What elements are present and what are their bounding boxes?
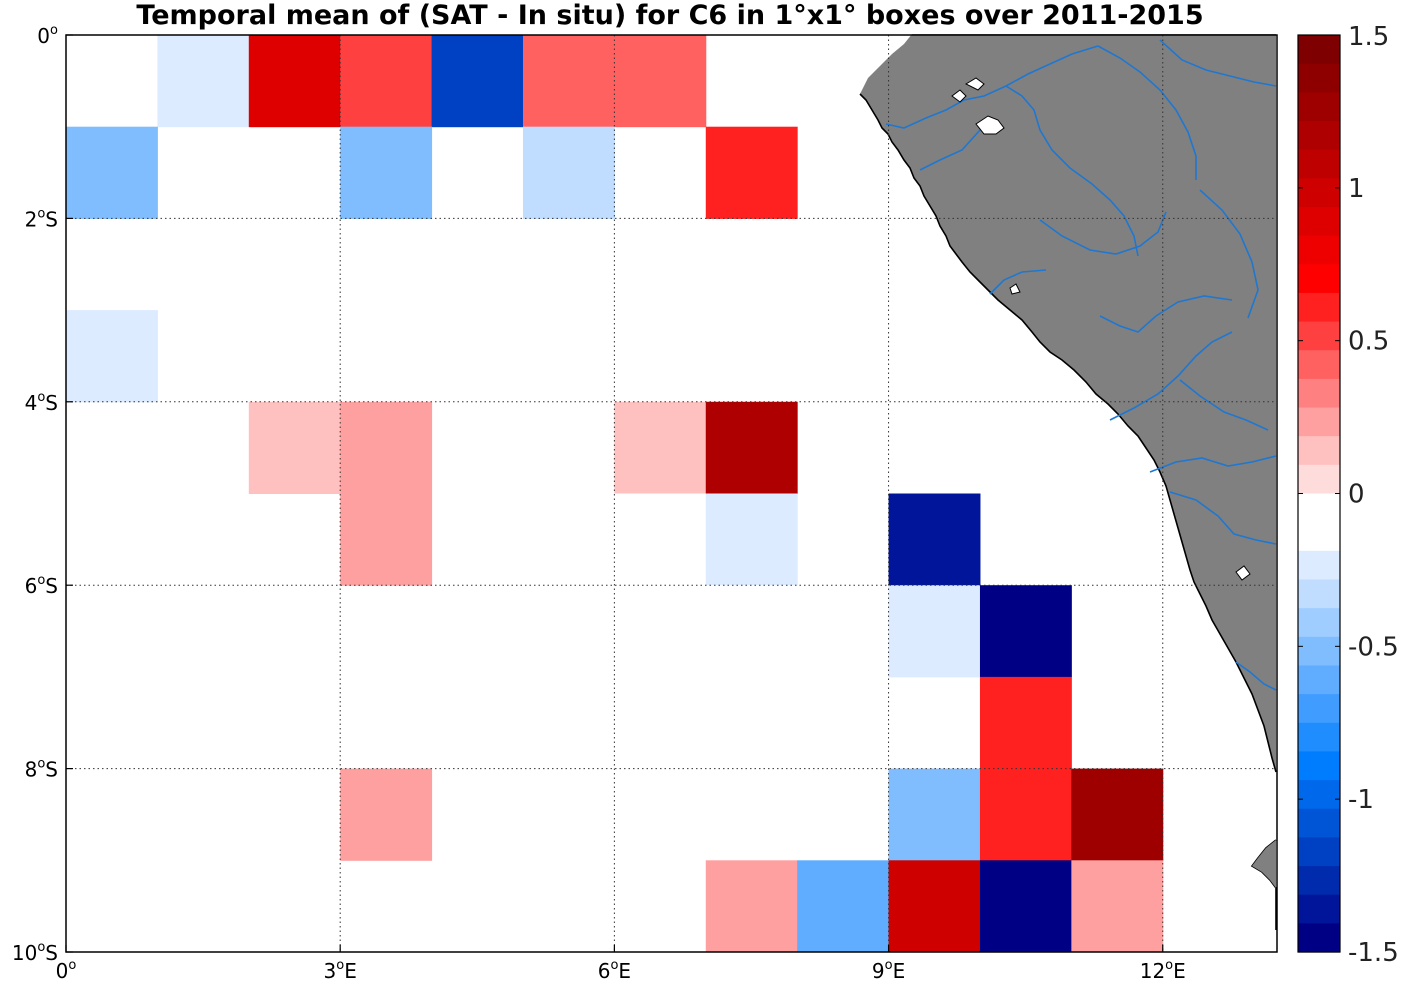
colorbar-swatch	[1298, 866, 1340, 896]
data-cell	[797, 860, 890, 953]
colorbar-swatch	[1298, 120, 1340, 151]
map-title: Temporal mean of (SAT - In situ) for C6 …	[136, 0, 1204, 31]
data-cell	[888, 768, 981, 861]
x-tick-label: 0o	[56, 958, 77, 983]
y-tick-label: 0o	[37, 23, 58, 48]
data-cell	[1071, 860, 1164, 953]
colorbar-swatch	[1298, 808, 1340, 838]
data-cell	[705, 126, 798, 219]
data-cell	[979, 676, 1072, 770]
data-cell	[705, 860, 798, 953]
colorbar-swatch	[1298, 92, 1340, 122]
grid-lines	[66, 35, 1277, 952]
data-cells	[66, 35, 1164, 953]
colorbar-swatch	[1298, 350, 1340, 380]
data-cell	[614, 493, 707, 586]
colorbar-swatch	[1298, 522, 1340, 552]
colorbar-swatch	[1298, 378, 1340, 409]
colorbar-swatch	[1298, 206, 1340, 237]
plot-frame	[65, 34, 1278, 953]
y-tick-label: 10oS	[12, 940, 58, 965]
colorbar-tick-label: -0.5	[1348, 632, 1399, 662]
data-cell	[522, 126, 615, 219]
colorbar-swatch	[1298, 894, 1340, 924]
colorbar-swatch	[1298, 292, 1340, 323]
colorbar-tick-label: -1	[1348, 785, 1374, 815]
y-tick-label: 8oS	[25, 757, 58, 782]
colorbar-tick-label: 0.5	[1348, 327, 1389, 357]
coast-line	[859, 93, 1277, 773]
colorbar-swatch	[1298, 923, 1340, 953]
data-cell	[888, 860, 981, 953]
data-cell	[340, 768, 433, 861]
data-cell	[157, 35, 250, 128]
x-tick-label: 12oE	[1140, 958, 1186, 983]
colorbar-tick-label: 1	[1348, 174, 1365, 204]
data-cell	[340, 401, 433, 494]
data-cell	[66, 35, 158, 128]
colorbar-swatch	[1298, 579, 1340, 609]
data-cell	[522, 35, 615, 128]
colorbar-tick-label: -1.5	[1348, 938, 1399, 968]
x-tick-label: 6oE	[598, 958, 631, 983]
data-cell	[979, 860, 1072, 953]
data-cell	[340, 493, 433, 586]
colorbar: 1.5 1 0.5 0 -0.5 -1 -1.5	[1297, 22, 1399, 968]
data-cell	[705, 493, 798, 586]
colorbar-swatch	[1298, 751, 1340, 781]
colorbar-swatch	[1298, 608, 1340, 638]
river-network	[885, 39, 1277, 691]
colorbar-swatch	[1298, 665, 1340, 695]
data-cell	[979, 585, 1072, 678]
colorbar-swatch	[1298, 636, 1340, 667]
x-axis-ticks: 0o 3oE 6oE 9oE 12oE	[56, 945, 1186, 983]
data-cell	[66, 310, 158, 403]
land-mass	[859, 34, 1277, 930]
data-cell	[1071, 768, 1164, 861]
colorbar-swatch	[1298, 550, 1340, 581]
y-tick-label: 4oS	[25, 390, 58, 415]
data-cell	[979, 768, 1072, 861]
colorbar-swatch	[1298, 235, 1340, 265]
colorbar-tick-label: 0	[1348, 480, 1365, 510]
lakes	[951, 77, 1251, 581]
colorbar-swatch	[1298, 407, 1340, 437]
x-tick-label: 3oE	[324, 958, 357, 983]
data-cell	[705, 585, 798, 678]
data-cell	[888, 585, 981, 678]
colorbar-swatch	[1298, 178, 1340, 208]
data-cell	[248, 401, 341, 494]
colorbar-swatch	[1298, 264, 1340, 294]
colorbar-swatch	[1298, 321, 1340, 351]
data-cell	[248, 35, 341, 128]
data-cell	[157, 218, 250, 311]
data-cell	[705, 401, 798, 494]
colorbar-tick-label: 1.5	[1348, 22, 1389, 52]
colorbar-swatch	[1298, 722, 1340, 753]
colorbar-swatch	[1298, 837, 1340, 867]
colorbar-swatch	[1298, 780, 1340, 810]
colorbar-swatch	[1298, 694, 1340, 724]
colorbar-swatch	[1298, 436, 1340, 466]
colorbar-swatch	[1298, 35, 1340, 65]
data-cell	[431, 35, 524, 128]
y-tick-label: 6oS	[25, 573, 58, 598]
colorbar-swatch	[1298, 63, 1340, 93]
data-cell	[614, 35, 707, 128]
colorbar-swatch	[1298, 149, 1340, 179]
data-cell	[340, 126, 433, 219]
data-cell	[340, 35, 433, 128]
data-cell	[614, 401, 707, 494]
land-south-patch	[1252, 840, 1276, 888]
data-cell	[888, 493, 981, 586]
colorbar-swatch	[1298, 464, 1340, 495]
data-cell	[66, 126, 158, 219]
y-axis-ticks: 0o 2oS 4oS 6oS 8oS 10oS	[12, 23, 73, 965]
x-tick-label: 9oE	[872, 958, 905, 983]
colorbar-swatch	[1298, 493, 1340, 523]
y-tick-label: 2oS	[25, 206, 58, 231]
africa-coast-land	[860, 34, 1276, 772]
